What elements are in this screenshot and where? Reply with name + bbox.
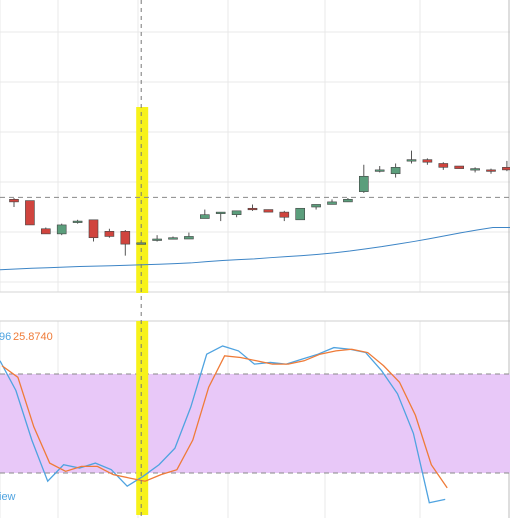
candle [279,210,290,222]
candle [470,167,480,173]
candle [56,223,67,236]
candle [374,166,385,173]
candle [152,235,162,242]
moving-average-line [0,226,510,271]
highlight-column [136,107,149,515]
candle-body [263,209,274,213]
indicator-k-label: 96 [0,331,11,343]
candle [9,198,19,207]
candle [263,209,274,213]
candle [120,230,131,256]
candle [358,164,369,193]
candle-body [25,200,35,226]
overbought-oversold-band [0,374,510,473]
highlight-bar-price [136,107,149,293]
candle-body [295,207,306,221]
indicator-d-value: 25.8740 [13,331,53,343]
candle [295,207,306,221]
moving-average [0,226,510,271]
candle [72,219,83,224]
candle [231,210,242,218]
candle [184,232,194,240]
candle-body [486,169,496,172]
oscillator-d-line [1,348,448,489]
candle-body [502,167,510,171]
candle-body [231,210,242,215]
candle-body [311,204,321,208]
candle [438,162,449,170]
candle-body [390,167,401,175]
candle [25,200,35,226]
candle-body [422,159,433,163]
candle-body [152,238,162,241]
candlesticks [9,150,510,256]
candle [247,204,258,211]
candle-body [104,231,115,237]
candle [486,168,496,174]
candle-body [200,214,210,219]
candle-body [406,159,417,162]
candle [104,228,115,238]
candle-body [470,168,480,171]
candle [454,165,465,169]
candle-body [374,169,385,172]
oscillator-band [0,373,510,474]
candle [215,211,226,222]
indicator-labels: 96 25.8740 iew [0,331,53,503]
candle [88,219,99,242]
candle-body [327,201,337,205]
candle [327,199,337,205]
oscillator-k-line [0,345,446,504]
candle [168,236,178,240]
candle [311,204,321,210]
candle [200,209,210,219]
candle-body [40,228,51,235]
indicator-name-label: iew [0,491,16,503]
candle-body [9,199,19,203]
candle-body [438,163,449,168]
candle [390,163,401,178]
candle-body [88,219,99,239]
highlight-bar-oscillator [136,321,149,515]
candle [502,160,510,172]
candle [422,158,433,165]
oscillator-lines [0,345,448,504]
candle-body [343,199,353,203]
candle-body [184,236,194,240]
candle-body [279,211,290,218]
candle-body [168,237,178,240]
candle [406,150,417,164]
candle-body [358,175,369,192]
candle-body [72,220,83,223]
candle-body [56,224,67,235]
candle [343,198,353,203]
candle-body [215,211,226,214]
candle-body [247,207,258,211]
candle [40,227,51,235]
candle-body [454,165,465,169]
candle-body [120,231,131,245]
